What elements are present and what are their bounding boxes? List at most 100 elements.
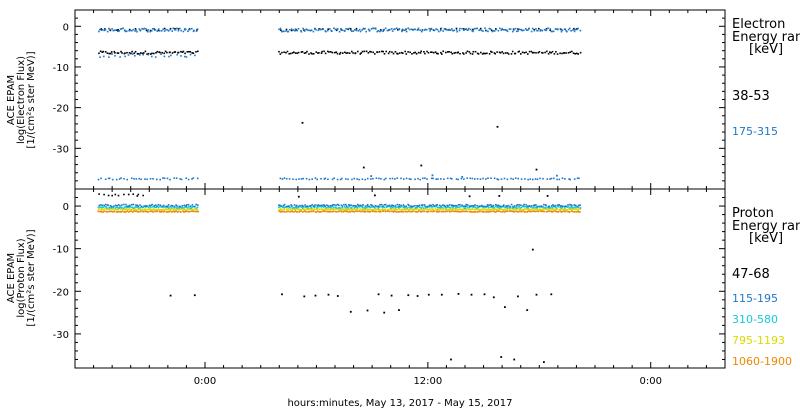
proton-data-point <box>348 205 350 208</box>
proton-data-point <box>362 206 364 209</box>
proton-data-point <box>427 208 430 211</box>
electron-data-point <box>478 29 480 32</box>
proton-data-point <box>565 210 567 212</box>
electron-data-point <box>511 50 514 53</box>
electron-data-point <box>285 30 287 32</box>
proton-data-point <box>308 205 311 207</box>
electron-data-point <box>129 29 132 32</box>
electron-data-point <box>176 53 178 56</box>
proton-data-point <box>574 206 576 208</box>
electron-data-point <box>546 178 549 180</box>
proton-data-point <box>504 306 506 308</box>
proton-data-point <box>435 204 437 207</box>
electron-data-point <box>175 177 178 179</box>
electron-data-point <box>360 52 362 54</box>
proton-data-point <box>329 205 331 208</box>
proton-legend: Proton Energy ran [keV] 47-68 115-195 31… <box>732 206 800 368</box>
proton-data-point <box>546 210 549 213</box>
proton-data-point <box>559 206 561 208</box>
electron-data-point <box>295 29 297 31</box>
electron-data-point <box>143 27 146 30</box>
electron-data-point <box>419 29 421 31</box>
proton-data-point <box>425 208 427 210</box>
electron-data-point <box>110 51 113 53</box>
proton-data-point <box>385 203 387 206</box>
electron-data-point <box>362 27 365 30</box>
proton-data-point <box>371 204 373 207</box>
proton-data-point <box>309 210 311 213</box>
proton-data-point <box>352 208 355 211</box>
proton-y-tick-label: -20 <box>53 287 69 298</box>
proton-data-point <box>461 210 464 213</box>
electron-data-point <box>517 30 519 32</box>
proton-data-point <box>469 208 472 211</box>
proton-data-point <box>477 206 479 209</box>
proton-data-point <box>439 206 441 209</box>
proton-data-point <box>414 207 416 209</box>
proton-data-point <box>127 205 130 207</box>
proton-data-point <box>518 205 521 208</box>
proton-data-point <box>310 207 313 209</box>
electron-data-point <box>351 30 353 33</box>
proton-data-point <box>304 204 306 206</box>
proton-data-point <box>537 210 539 213</box>
proton-data-point <box>310 208 313 211</box>
proton-data-point <box>300 206 303 208</box>
electron-data-point <box>281 51 283 54</box>
proton-data-point <box>444 205 447 208</box>
proton-data-point <box>468 210 471 213</box>
proton-data-point <box>114 209 116 211</box>
electron-data-point <box>339 178 342 181</box>
proton-data-point <box>187 206 190 208</box>
proton-data-point <box>170 209 172 211</box>
proton-data-point <box>440 206 442 208</box>
proton-data-point <box>123 203 125 206</box>
proton-data-point <box>479 210 481 213</box>
electron-data-point <box>120 28 123 30</box>
proton-data-point <box>329 210 331 213</box>
electron-data-point <box>556 53 559 55</box>
proton-data-point <box>398 210 400 213</box>
proton-data-point <box>146 208 149 211</box>
electron-data-point <box>482 177 484 180</box>
proton-data-point <box>560 205 563 207</box>
proton-data-point <box>327 205 329 207</box>
proton-data-point <box>526 205 529 207</box>
proton-data-point <box>290 209 292 211</box>
proton-data-point <box>278 210 280 212</box>
proton-data-point <box>481 208 483 210</box>
proton-data-point <box>459 205 462 208</box>
proton-data-point <box>502 205 504 207</box>
proton-data-point <box>294 207 296 209</box>
proton-series-795-1193 <box>97 208 581 211</box>
electron-data-point <box>112 29 115 32</box>
proton-data-point <box>421 205 424 208</box>
proton-data-point <box>568 211 571 213</box>
electron-data-point <box>182 50 185 53</box>
electron-data-point <box>111 28 113 30</box>
proton-data-point <box>556 208 558 210</box>
electron-data-point <box>395 27 398 29</box>
electron-data-point <box>182 30 185 33</box>
proton-data-point <box>494 205 497 208</box>
electron-data-point <box>98 52 100 55</box>
electron-data-point <box>312 30 315 33</box>
proton-data-point <box>345 203 347 206</box>
electron-data-point <box>333 177 335 179</box>
proton-data-point <box>150 204 152 207</box>
electron-data-point <box>520 28 523 31</box>
proton-data-point <box>535 206 537 209</box>
electron-series-38-53 <box>98 27 582 171</box>
electron-legend-subtitle: Energy ran <box>732 30 800 45</box>
electron-data-point <box>524 178 526 180</box>
proton-data-point <box>314 211 317 213</box>
proton-data-point <box>176 211 179 213</box>
electron-data-point <box>472 30 474 33</box>
electron-data-point <box>130 177 133 179</box>
proton-data-point <box>374 206 376 209</box>
proton-data-point <box>516 207 518 209</box>
proton-data-point <box>521 209 523 211</box>
proton-data-point <box>151 210 154 213</box>
proton-data-point <box>114 204 117 207</box>
electron-data-point <box>514 52 517 55</box>
